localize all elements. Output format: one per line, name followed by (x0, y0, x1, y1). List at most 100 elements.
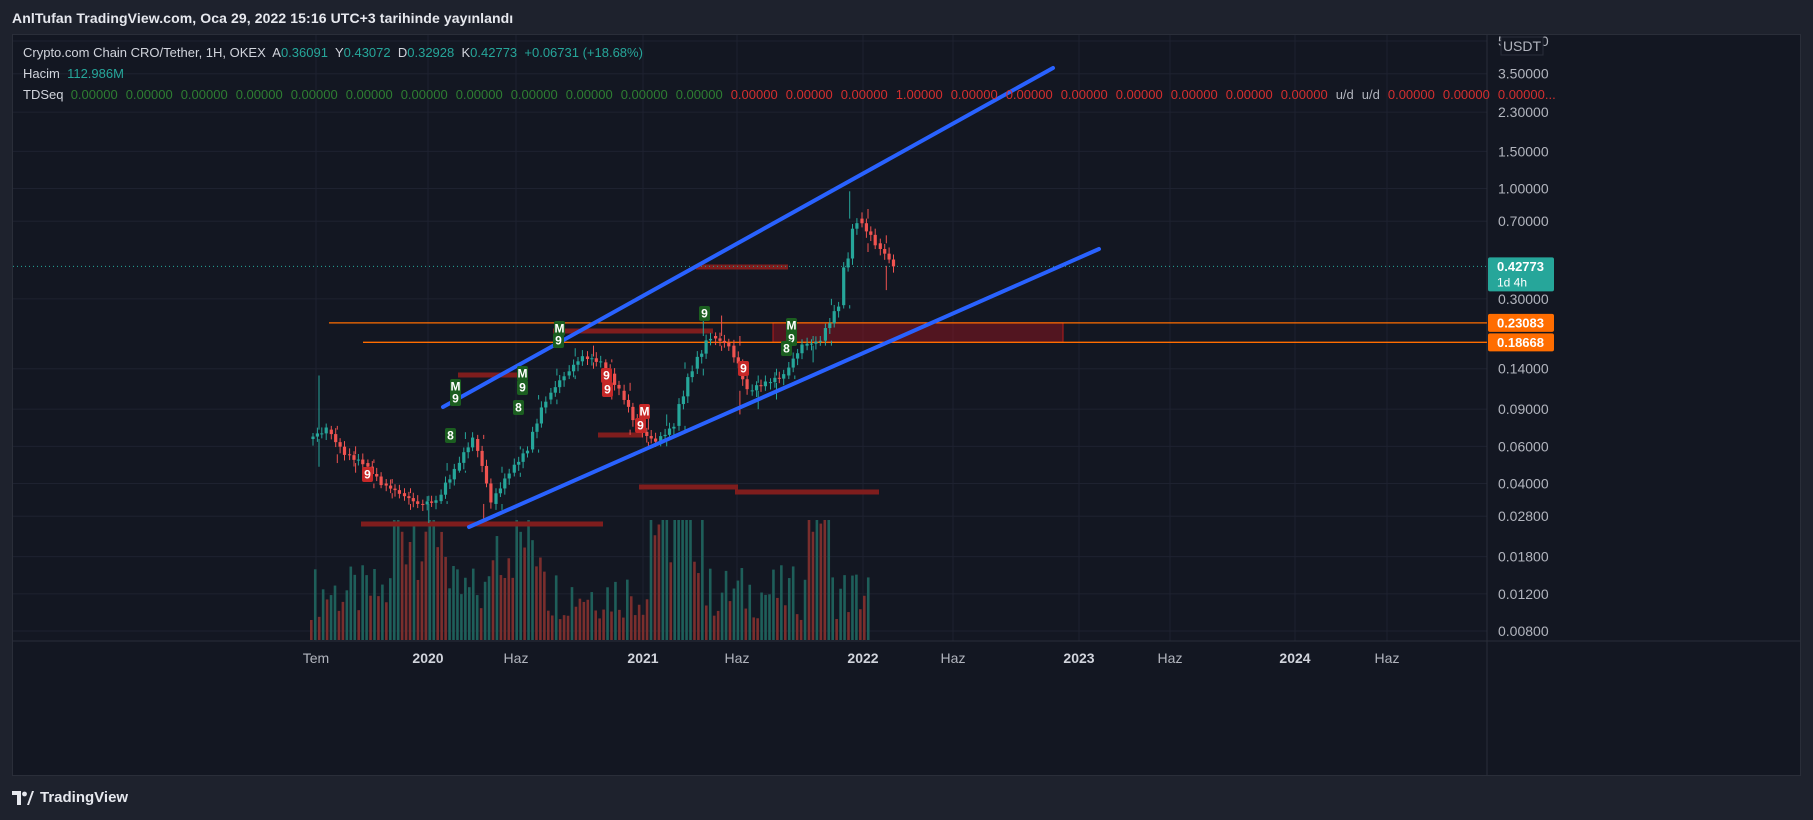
volume-bar (657, 524, 661, 640)
volume-bar (424, 531, 428, 640)
price-tick-label: 0.06000 (1498, 438, 1549, 454)
volume-bar (325, 599, 329, 640)
volume-legend[interactable]: Hacim 112.986M (23, 66, 124, 81)
candle-body (480, 450, 484, 466)
volume-bar (317, 616, 321, 640)
volume-bar (677, 520, 680, 640)
tdseq-value: 1.00000 (895, 87, 943, 102)
tdseq-legend[interactable]: TDSeq 0.00000 0.00000 0.00000 0.00000 0.0000… (23, 87, 1564, 102)
tdseq-signal-marker: 8 (513, 400, 524, 415)
candle-body (443, 482, 448, 495)
volume-bar (780, 565, 783, 640)
volume-bar (487, 576, 491, 640)
svg-text:9: 9 (452, 392, 459, 406)
volume-bar (483, 581, 487, 640)
tdseq-value: 0.00000 (730, 87, 778, 102)
candle-body (659, 436, 663, 442)
candle-body (407, 496, 411, 499)
volume-bar (495, 536, 499, 640)
candle-body (457, 462, 461, 471)
svg-text:M: M (451, 380, 461, 394)
tradingview-logo-icon (12, 790, 34, 805)
tdseq-signal-marker: 8 (781, 341, 792, 356)
volume-bar (697, 573, 700, 640)
time-tick-label: Haz (504, 650, 529, 666)
svg-text:9: 9 (637, 419, 644, 433)
volume-bar (689, 520, 692, 640)
svg-text:0.18668: 0.18668 (1497, 335, 1544, 350)
volume-bar (452, 566, 455, 640)
currency-label-box[interactable] (1500, 36, 1544, 56)
candle-body (580, 356, 584, 362)
symbol-name[interactable]: Crypto.com Chain CRO/Tether, 1H, OKEX (23, 45, 266, 60)
svg-text:M: M (555, 322, 565, 336)
candle-body (878, 243, 882, 249)
volume-bar (728, 601, 732, 640)
volume-bar (606, 587, 609, 640)
candle-body (361, 459, 365, 465)
svg-text:M: M (640, 405, 650, 419)
volume-bar (373, 569, 376, 640)
svg-text:9: 9 (555, 334, 562, 348)
candle-body (745, 379, 749, 390)
volume-bar (851, 575, 854, 640)
volume-bar (574, 606, 578, 640)
tradingview-footer[interactable]: TradingView (12, 789, 128, 806)
svg-text:0.23083: 0.23083 (1497, 315, 1544, 330)
candle-body (823, 328, 827, 341)
volume-bar (681, 520, 684, 640)
chart-panel[interactable]: 989M89M9M999M99M985.000003.500002.300001… (12, 34, 1801, 776)
candle-body (334, 434, 338, 443)
candle-body (763, 381, 767, 387)
volume-label: Hacim (23, 66, 60, 81)
volume-bar (776, 597, 779, 640)
svg-text:9: 9 (788, 332, 795, 346)
price-tick-label: 0.14000 (1498, 361, 1549, 377)
volume-bar (843, 575, 846, 640)
candle-body (837, 306, 841, 312)
volume-bar (720, 592, 724, 640)
time-tick-label: Haz (1375, 650, 1400, 666)
candle-body (439, 494, 443, 502)
volume-bar (353, 574, 357, 640)
candle-body (494, 493, 498, 504)
candle-body (384, 483, 388, 486)
tdseq-value: 0.00000 (1060, 87, 1108, 102)
volume-bar (819, 523, 823, 640)
volume-bar (543, 571, 546, 640)
candle-body (846, 258, 850, 268)
tdseq-value: 0.00000 (1387, 87, 1435, 102)
volume-bar (507, 558, 511, 640)
candle-body (525, 450, 530, 454)
svg-text:8: 8 (783, 342, 790, 356)
candle-body (727, 342, 731, 347)
candle-body (324, 427, 328, 434)
tdseq-label: TDSeq (23, 87, 64, 102)
tdseq-signal-marker: M (554, 321, 565, 336)
symbol-legend[interactable]: Crypto.com Chain CRO/Tether, 1H, OKEX A0… (23, 45, 643, 60)
volume-bar (665, 520, 669, 640)
volume-bar (795, 614, 799, 640)
open-value: 0.36091 (280, 45, 328, 60)
tdseq-signal-marker: M (517, 366, 528, 381)
candle-body (416, 501, 420, 504)
price-chart[interactable]: 989M89M9M999M99M985.000003.500002.300001… (13, 35, 1800, 775)
currency-label[interactable]: USDT (1503, 38, 1542, 54)
tdseq-value: 0.00000 (290, 87, 338, 102)
volume-bar (807, 520, 811, 640)
volume-bar (412, 523, 416, 640)
tdseq-value: 0.00000 (565, 87, 613, 102)
tdseq-signal-marker: 9 (635, 418, 646, 433)
volume-bar (550, 615, 554, 640)
candle-body (677, 404, 681, 426)
volume-bar (831, 577, 834, 640)
tdseq-signal-marker: M (639, 404, 650, 419)
candle-body (850, 228, 855, 259)
tdseq-values: 0.00000 0.00000 0.00000 0.00000 0.00000 0.000… (71, 87, 1564, 102)
tdseq-value: 0.00000 (1005, 87, 1053, 102)
volume-bar (669, 562, 673, 640)
volume-bar (586, 599, 590, 640)
candle-body (649, 435, 653, 439)
volume-bar (756, 618, 759, 640)
volume-bar (752, 617, 755, 640)
